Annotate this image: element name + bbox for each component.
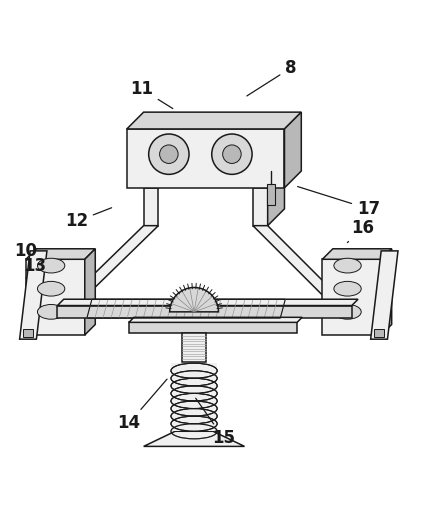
Polygon shape	[285, 112, 301, 188]
Text: 10: 10	[14, 242, 43, 261]
Circle shape	[149, 134, 189, 174]
Wedge shape	[170, 287, 219, 312]
Polygon shape	[267, 183, 275, 204]
Text: 11: 11	[130, 80, 173, 109]
Polygon shape	[129, 317, 302, 323]
Polygon shape	[268, 171, 285, 226]
Polygon shape	[26, 249, 95, 259]
Polygon shape	[26, 259, 85, 335]
Polygon shape	[144, 431, 245, 446]
Circle shape	[212, 134, 252, 174]
Polygon shape	[322, 259, 381, 335]
Polygon shape	[20, 251, 47, 339]
Ellipse shape	[334, 281, 361, 296]
Text: 14: 14	[117, 379, 167, 432]
Polygon shape	[127, 129, 285, 188]
Ellipse shape	[37, 258, 65, 273]
Text: 12: 12	[65, 208, 112, 230]
Polygon shape	[322, 249, 391, 259]
Polygon shape	[85, 249, 95, 335]
Polygon shape	[58, 299, 358, 306]
Text: 13: 13	[23, 257, 46, 278]
Polygon shape	[182, 333, 206, 362]
Ellipse shape	[37, 281, 65, 296]
Polygon shape	[127, 112, 301, 129]
Text: 17: 17	[298, 187, 380, 218]
Polygon shape	[371, 251, 398, 339]
Polygon shape	[253, 226, 348, 306]
Circle shape	[223, 145, 241, 163]
Polygon shape	[253, 188, 268, 226]
Ellipse shape	[334, 258, 361, 273]
Polygon shape	[62, 226, 158, 306]
Polygon shape	[58, 306, 352, 318]
Polygon shape	[144, 188, 158, 226]
Polygon shape	[129, 323, 297, 333]
Ellipse shape	[334, 305, 361, 319]
Text: 15: 15	[196, 398, 235, 447]
Polygon shape	[374, 329, 384, 337]
Polygon shape	[381, 249, 391, 335]
Ellipse shape	[37, 305, 65, 319]
Text: 16: 16	[348, 219, 374, 242]
Polygon shape	[23, 329, 33, 337]
Text: 8: 8	[247, 59, 296, 96]
Polygon shape	[171, 363, 217, 431]
Circle shape	[160, 145, 178, 163]
